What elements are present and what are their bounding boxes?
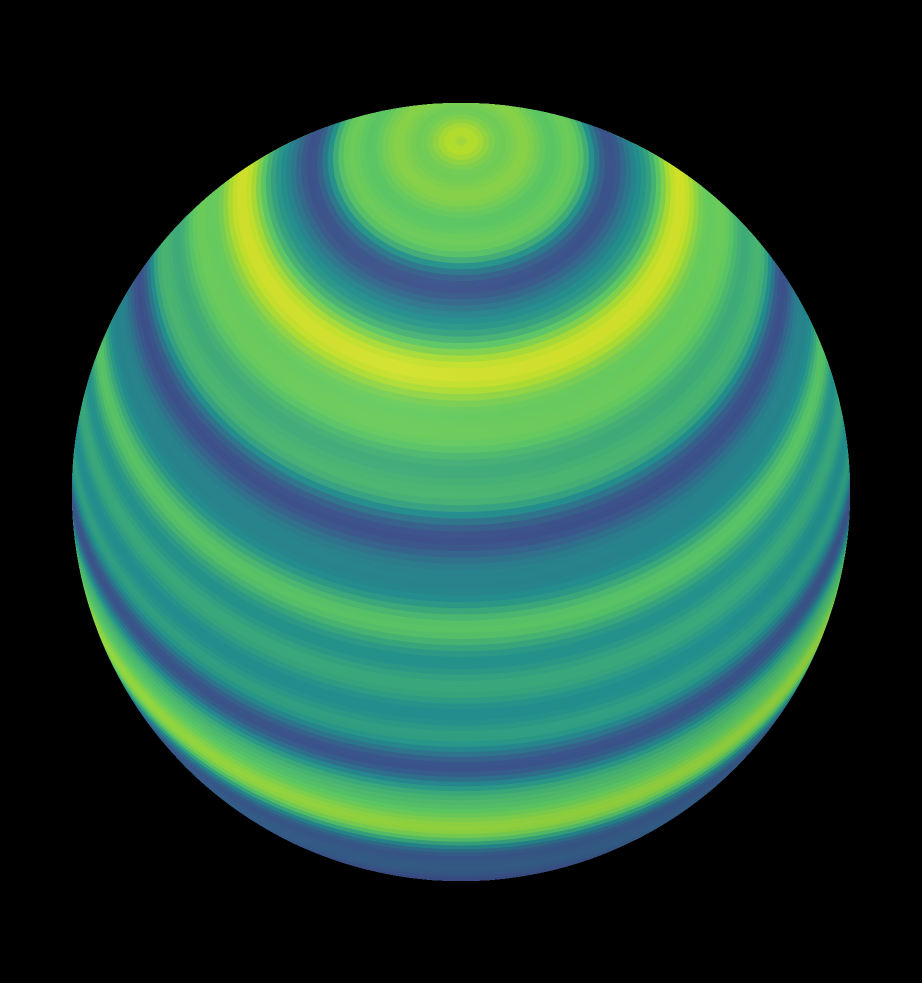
banded-sphere [72,103,850,881]
sphere-shading [72,103,850,881]
